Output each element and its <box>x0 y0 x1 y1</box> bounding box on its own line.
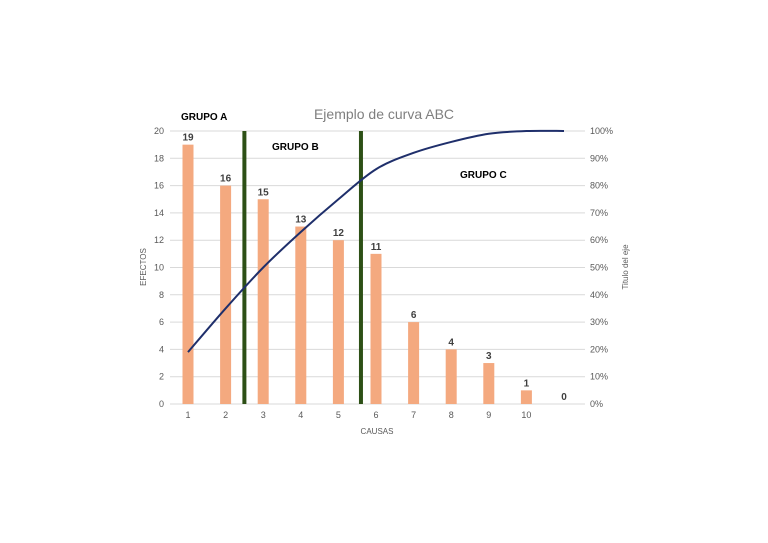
x-tick-label: 4 <box>298 410 303 420</box>
x-tick-label: 3 <box>261 410 266 420</box>
y2-tick-label: 60% <box>590 235 608 245</box>
y2-tick-label: 20% <box>590 344 608 354</box>
bar-value-label: 6 <box>411 310 417 321</box>
y2-tick-label: 80% <box>590 181 608 191</box>
bar <box>483 363 495 404</box>
bar-value-label: 11 <box>371 242 382 253</box>
right-axis-ticks: 0% 10% 20% 30% 40% 50% 60% 70% 80% 90% 100% <box>590 126 613 409</box>
bar-value-label: 19 <box>182 133 194 144</box>
y-tick-label: 8 <box>159 290 164 300</box>
y-tick-label: 10 <box>154 263 164 273</box>
bars <box>182 144 532 404</box>
group-b-label: GRUPO B <box>272 142 319 153</box>
bar-value-label: 12 <box>333 228 345 239</box>
y-tick-label: 0 <box>159 399 164 409</box>
group-a-label: GRUPO A <box>181 112 227 123</box>
bar <box>332 240 344 404</box>
bar-value-label: 4 <box>448 337 454 348</box>
bar-value-label: 16 <box>220 174 232 185</box>
x-tick-label: 7 <box>411 410 416 420</box>
y-axis-title: EFECTOS <box>139 248 148 286</box>
bar-value-label: 13 <box>295 215 307 226</box>
bar-value-label: 1 <box>524 378 530 389</box>
group-c-label: GRUPO C <box>460 170 507 181</box>
bar-value-label: 3 <box>486 351 492 362</box>
y2-tick-label: 10% <box>590 372 608 382</box>
y2-tick-label: 30% <box>590 317 608 327</box>
y2-tick-label: 70% <box>590 208 608 218</box>
y-tick-label: 20 <box>154 126 164 136</box>
x-tick-label: 9 <box>486 410 491 420</box>
group-dividers <box>242 131 363 404</box>
x-axis-ticks: 1 2 3 4 5 6 7 8 9 10 <box>185 410 531 420</box>
y-tick-label: 12 <box>154 235 164 245</box>
y-tick-label: 4 <box>159 344 164 354</box>
y2-tick-label: 50% <box>590 263 608 273</box>
y2-tick-label: 90% <box>590 153 608 163</box>
y-tick-label: 2 <box>159 372 164 382</box>
bar <box>295 226 307 404</box>
x-axis-title: CAUSAS <box>361 427 394 436</box>
y2-tick-label: 0% <box>590 399 603 409</box>
cumulative-line <box>187 129 565 353</box>
left-axis-ticks: 0 2 4 6 8 10 12 14 16 18 20 <box>154 126 164 409</box>
y-tick-label: 14 <box>154 208 164 218</box>
chart-title: Ejemplo de curva ABC <box>314 106 454 122</box>
x-tick-label: 8 <box>449 410 454 420</box>
y-tick-label: 6 <box>159 317 164 327</box>
bar <box>257 199 269 404</box>
y-tick-label: 16 <box>154 181 164 191</box>
x-tick-label: 10 <box>521 410 531 420</box>
bar <box>370 253 382 404</box>
bar <box>445 349 457 404</box>
bar <box>520 390 532 404</box>
x-tick-label: 6 <box>373 410 378 420</box>
bar-value-labels: 19 16 15 13 12 11 6 4 3 1 0 <box>182 133 567 403</box>
y-tick-label: 18 <box>154 153 164 163</box>
y2-tick-label: 100% <box>590 126 613 136</box>
bar-value-label: 0 <box>561 392 567 403</box>
y2-tick-label: 40% <box>590 290 608 300</box>
bar-value-label: 15 <box>258 187 270 198</box>
bar <box>408 322 420 404</box>
x-tick-label: 5 <box>336 410 341 420</box>
bar <box>220 185 232 404</box>
x-tick-label: 2 <box>223 410 228 420</box>
y2-axis-title: Titulo del eje <box>621 244 630 290</box>
x-tick-label: 1 <box>185 410 190 420</box>
bar <box>182 144 194 404</box>
